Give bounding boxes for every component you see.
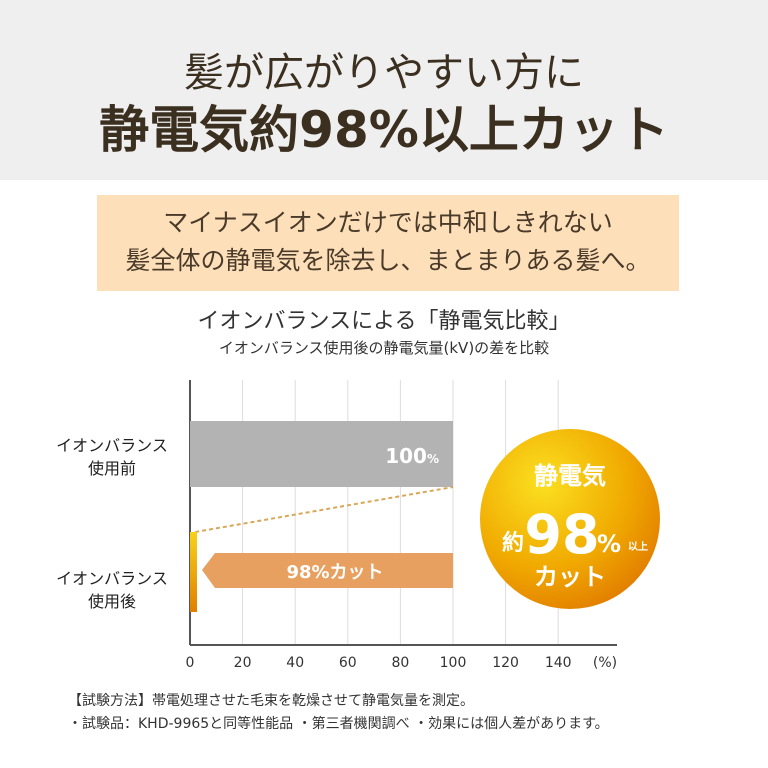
callout-line-1: マイナスイオンだけでは中和しきれない [163,208,613,237]
chart-subtitle: イオンバランス使用後の静電気量(kV)の差を比較 [218,339,550,357]
reduction-arrow [202,553,453,588]
bar-after [190,532,197,612]
x-tick-label: 100 [440,655,467,671]
header-band [0,0,768,180]
headline-1: 髪が広がりやすい方に [184,50,584,96]
x-tick-label: 20 [234,655,252,671]
x-tick-label: 60 [339,655,357,671]
x-tick-label: 40 [286,655,304,671]
category-label: イオンバランス [56,569,168,588]
headline-2: 静電気約98%以上カット [99,101,669,159]
x-tick-label: 0 [186,655,195,671]
footnote-2: ・試験品：KHD-9965と同等性能品 ・第三者機関調べ ・効果には個人差があり… [68,716,609,732]
category-label: イオンバランス [56,436,168,455]
footnote-1: 【試験方法】帯電処理させた毛束を乾燥させて静電気量を測定。 [68,693,474,709]
x-unit-label: (%) [593,655,617,671]
x-tick-label: 80 [391,655,409,671]
category-label: 使用後 [88,592,136,611]
badge-line-3: カット [534,563,606,591]
badge-suffix: 以上 [628,540,648,553]
bar-before-label-unit: % [427,452,439,466]
x-tick-label: 140 [545,655,572,671]
callout-line-2: 髪全体の静電気を除去し、まとまりある髪へ。 [125,246,651,275]
reduction-label: 98%カット [286,562,383,583]
badge-prefix: 約 [502,530,524,556]
bar-before [190,421,453,487]
badge-circle [480,429,660,609]
badge-line-1: 静電気 [534,462,606,490]
callout-box: マイナスイオンだけでは中和しきれない 髪全体の静電気を除去し、まとまりある髪へ。 [97,195,679,291]
badge-number: 98 [524,503,599,566]
chart-title: イオンバランスによる「静電気比較」 [197,309,571,334]
x-tick-label: 120 [492,655,519,671]
connector-line [195,486,454,533]
category-label: 使用前 [88,459,136,478]
badge-percent: % [597,530,621,558]
